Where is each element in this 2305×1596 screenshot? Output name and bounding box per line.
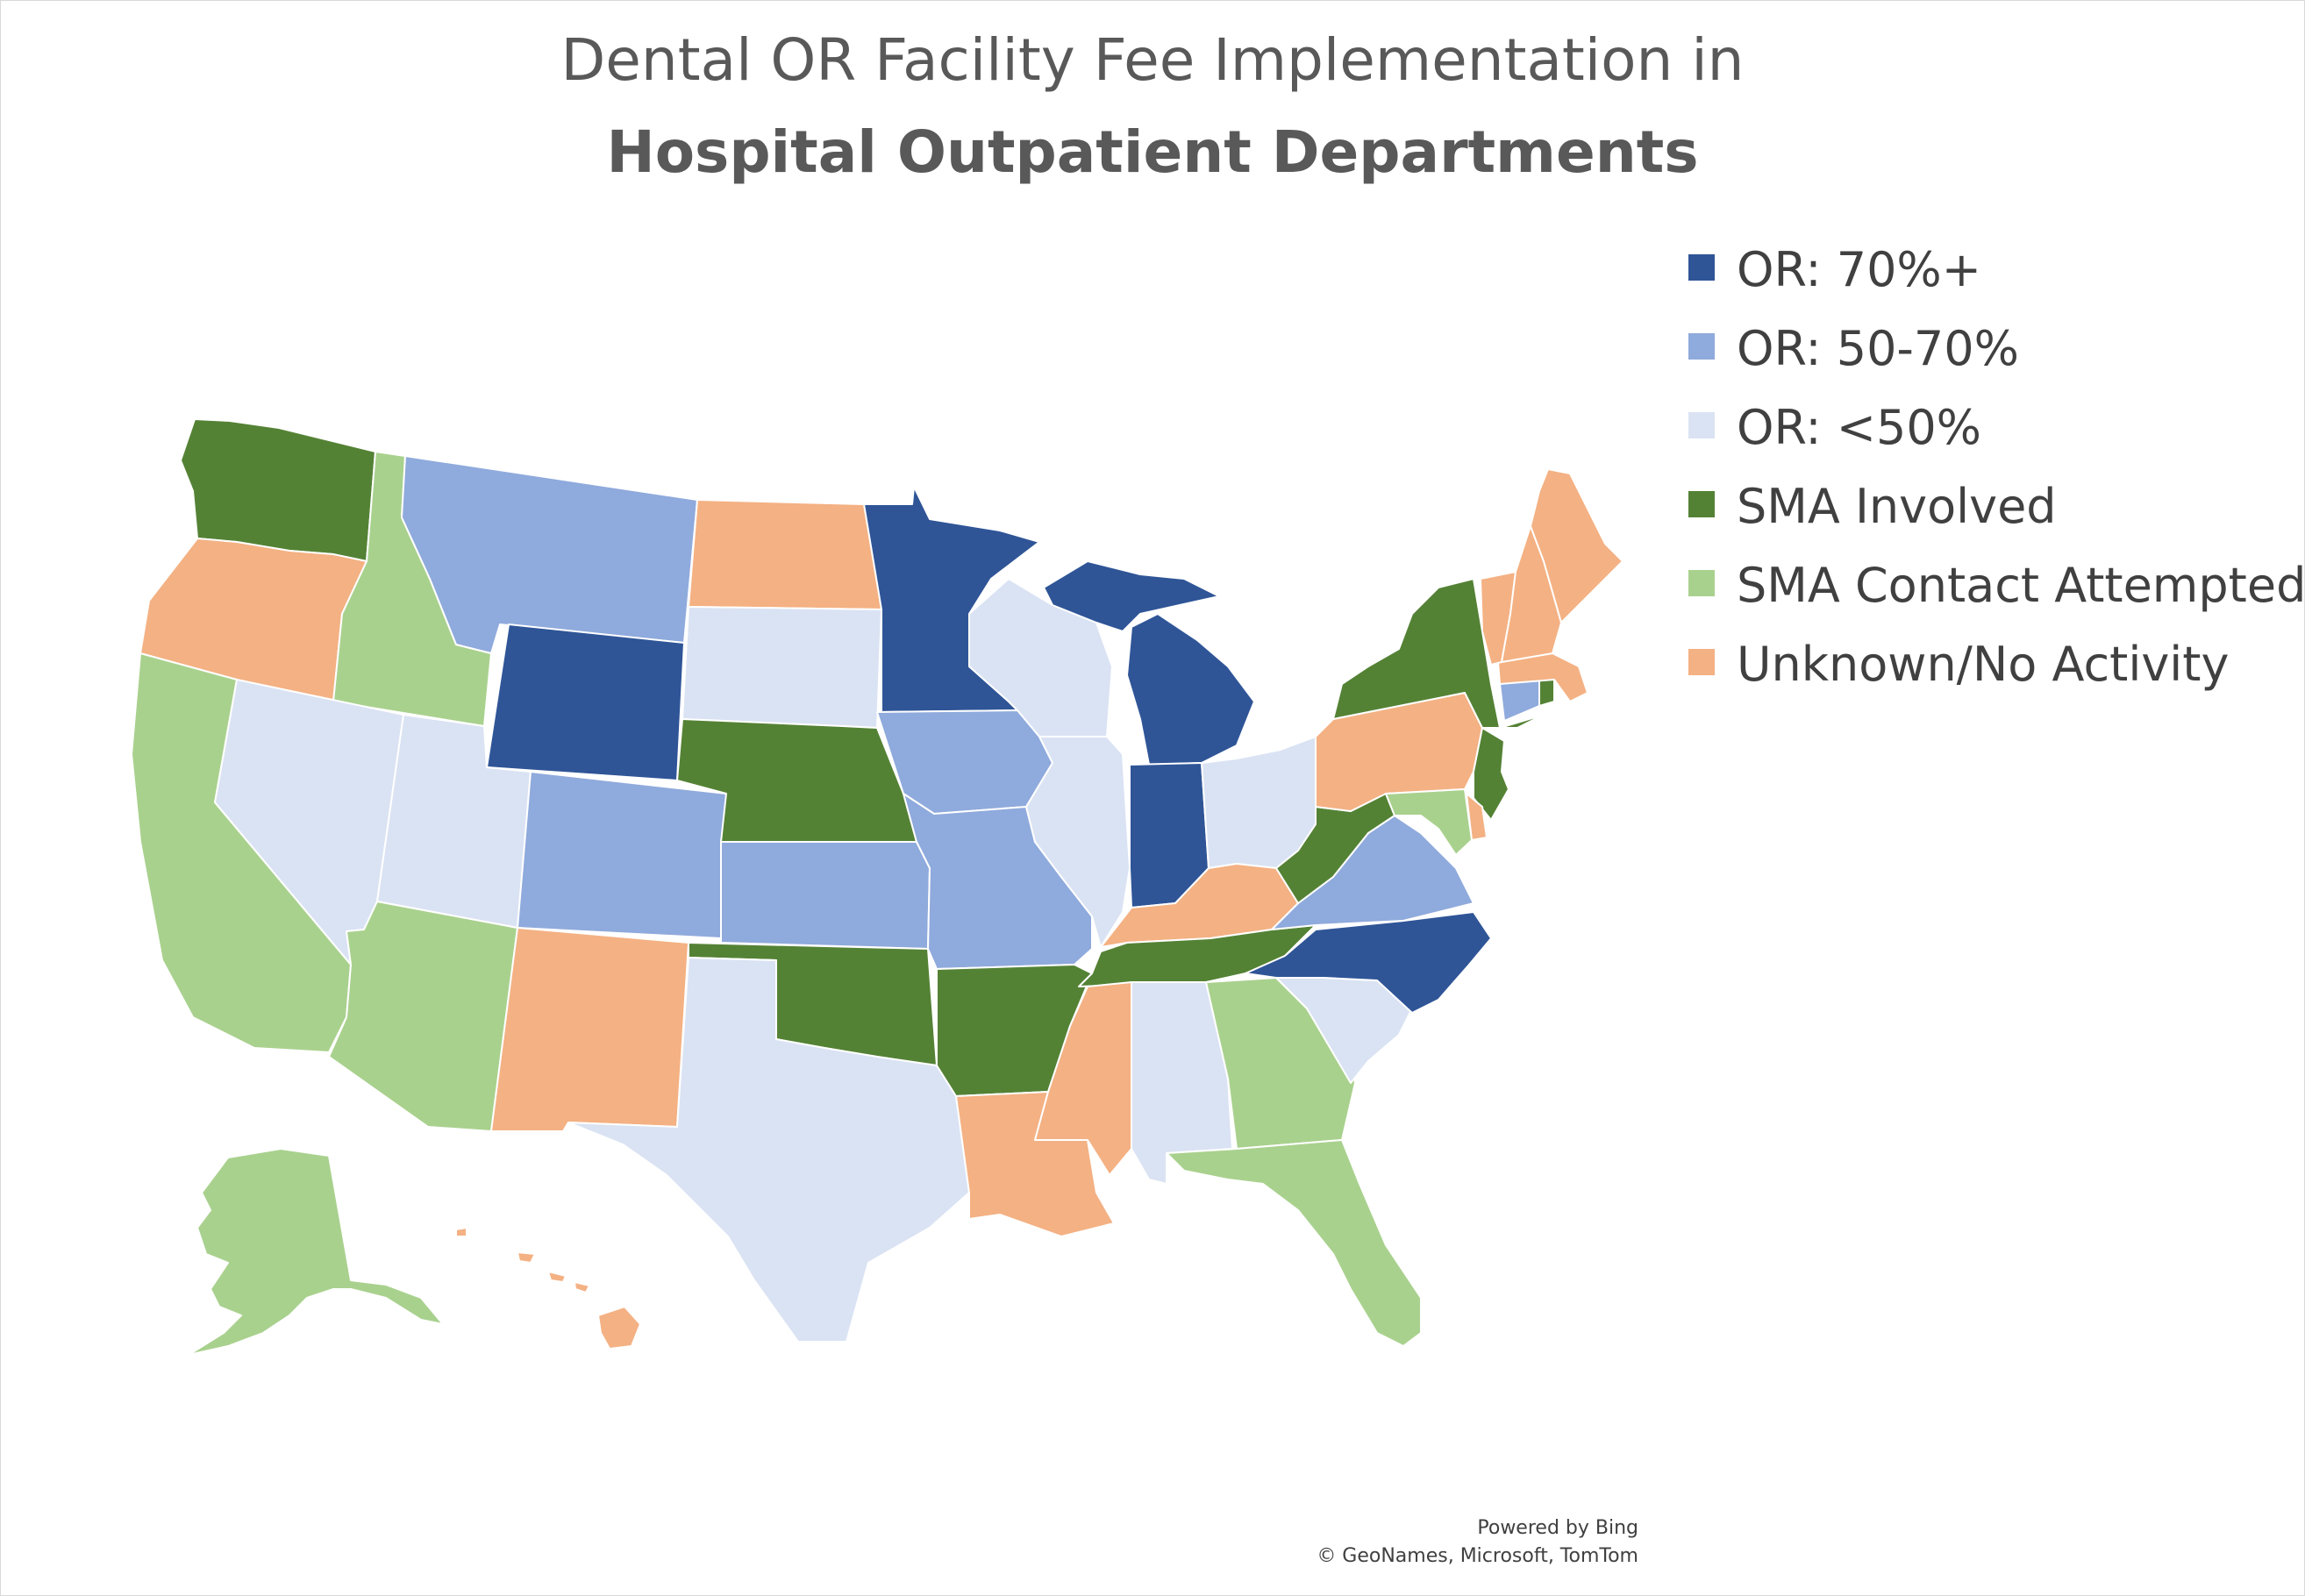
legend-swatch	[1688, 491, 1715, 517]
legend-label: OR: 70%+	[1737, 242, 1981, 297]
map-title-line2: Hospital Outpatient Departments	[606, 118, 1699, 186]
state-michigan[interactable]	[1043, 560, 1255, 766]
state-alaska[interactable]	[188, 1148, 444, 1356]
state-connecticut[interactable]	[1499, 679, 1540, 722]
state-maryland[interactable]	[1385, 788, 1473, 856]
state-south-dakota[interactable]	[682, 606, 882, 729]
state-texas[interactable]	[567, 957, 970, 1343]
state-colorado[interactable]	[517, 771, 727, 939]
legend-label: OR: 50-70%	[1737, 321, 2019, 376]
legend-swatch	[1688, 412, 1715, 438]
state-wyoming[interactable]	[486, 623, 685, 781]
legend-label: SMA Contact Attempted	[1737, 558, 2305, 613]
map-credit-copyright: © GeoNames, Microsoft, TomTom	[1317, 1545, 1638, 1567]
legend-swatch	[1688, 570, 1715, 596]
legend-swatch	[1688, 333, 1715, 360]
states-layer	[131, 418, 1623, 1356]
state-illinois[interactable]	[1025, 736, 1131, 948]
legend-swatch	[1688, 254, 1715, 281]
legend-label: SMA Involved	[1737, 479, 2057, 534]
state-arizona[interactable]	[328, 901, 518, 1132]
state-florida[interactable]	[1166, 1139, 1422, 1347]
legend-swatch	[1688, 649, 1715, 675]
state-new-jersey[interactable]	[1473, 727, 1509, 821]
state-hawaii[interactable]	[455, 1227, 641, 1350]
legend-label: OR: <50%	[1737, 400, 1981, 455]
state-north-dakota[interactable]	[688, 499, 882, 610]
map-title-line1: Dental OR Facility Fee Implementation in	[560, 26, 1745, 94]
state-mississippi[interactable]	[1034, 981, 1132, 1176]
map-credit-provider: Powered by Bing	[1477, 1517, 1638, 1539]
legend-label: Unknown/No Activity	[1737, 637, 2230, 692]
state-new-mexico[interactable]	[490, 927, 689, 1132]
state-maine[interactable]	[1530, 468, 1623, 623]
state-north-carolina[interactable]	[1245, 911, 1492, 1014]
state-rhode-island[interactable]	[1538, 679, 1555, 707]
state-kansas[interactable]	[720, 841, 931, 950]
state-massachusetts[interactable]	[1497, 652, 1588, 702]
